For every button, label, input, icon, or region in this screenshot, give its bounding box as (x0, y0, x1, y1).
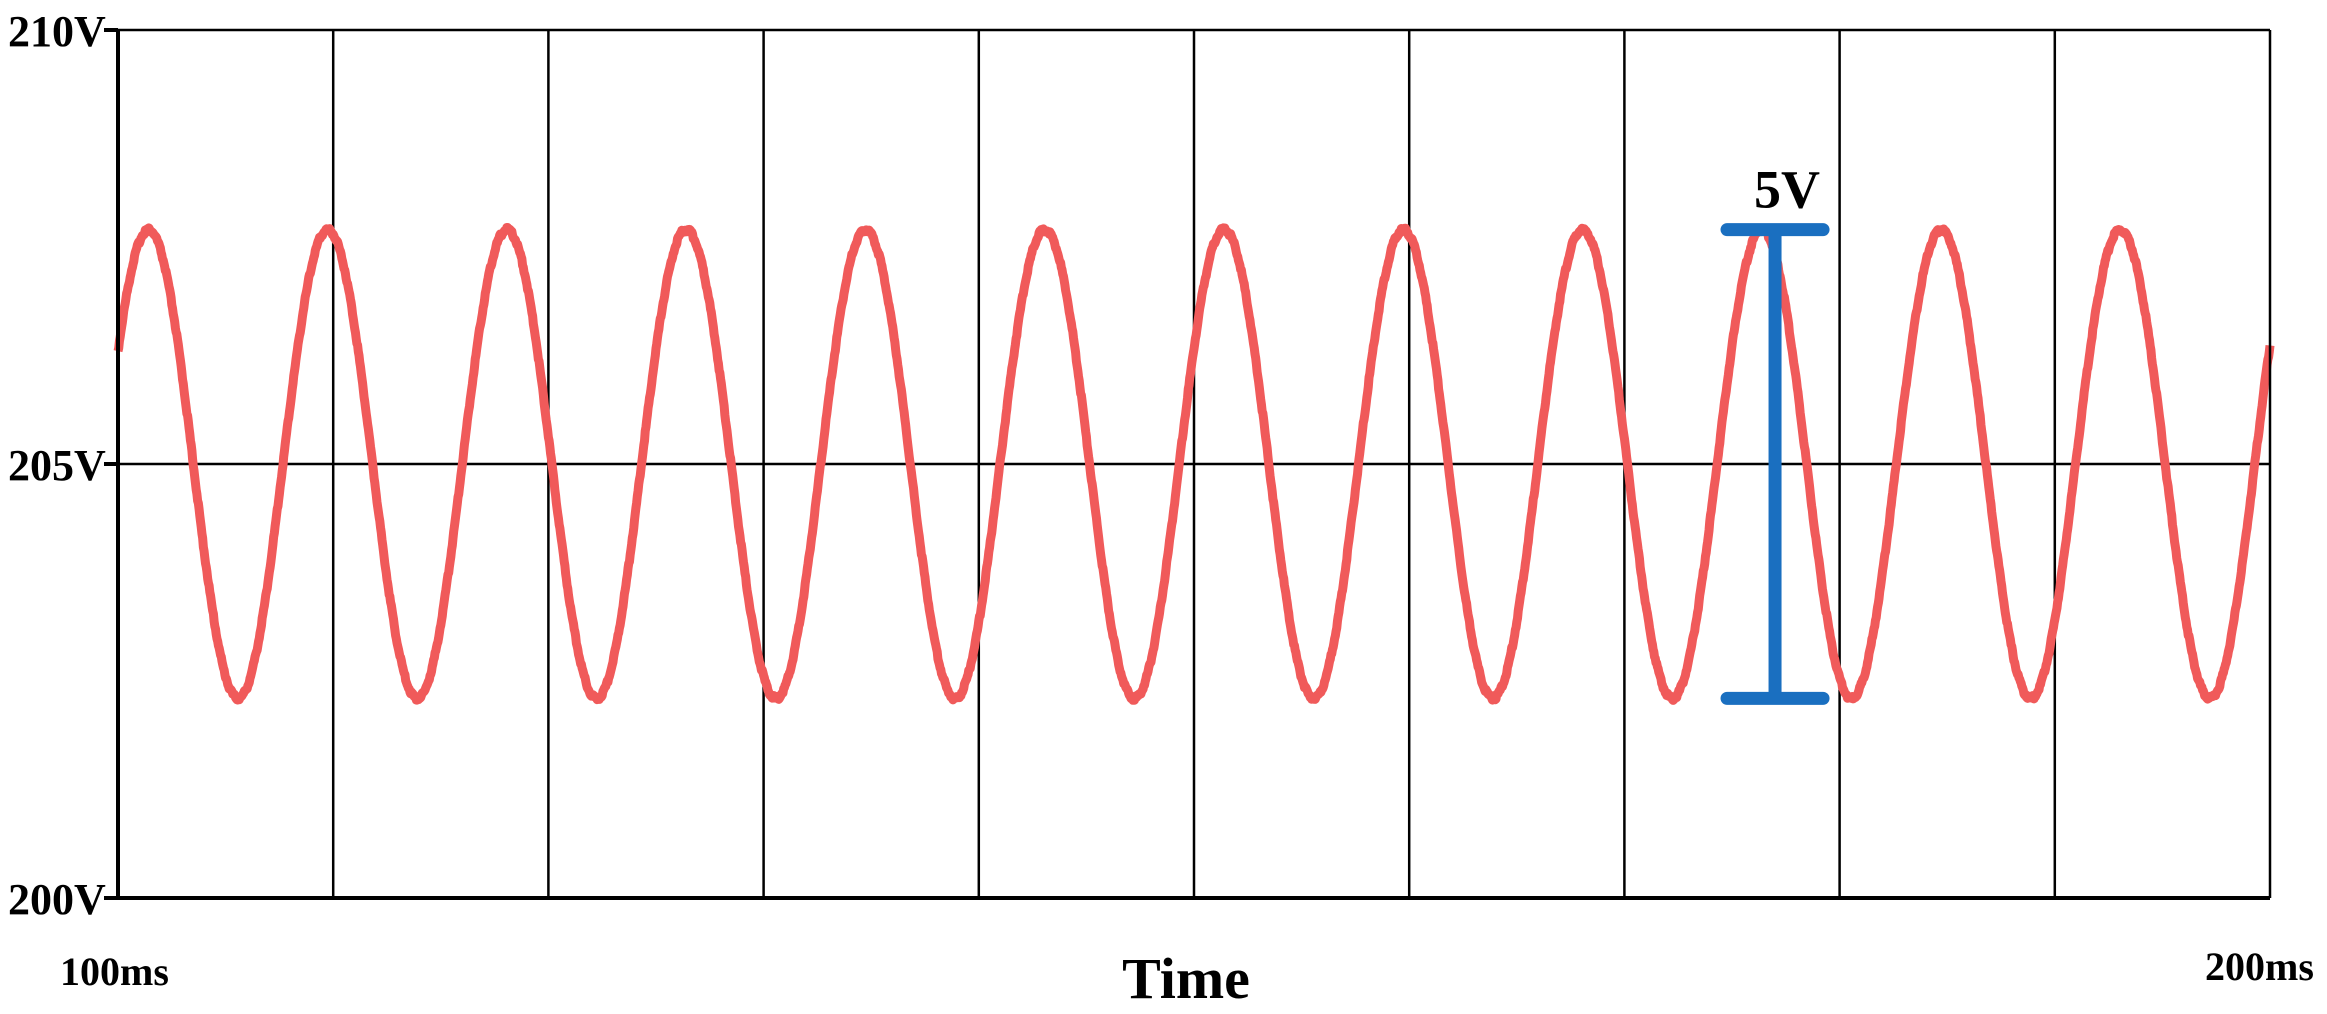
y-tick-label: 210V (8, 7, 106, 56)
y-tick-label: 205V (8, 441, 106, 490)
waveform-line (113, 222, 2275, 705)
amplitude-annotation: 5V (1720, 160, 1830, 705)
grid (118, 30, 2270, 898)
x-tick-labels: 100ms 200ms (60, 944, 2314, 994)
axes (104, 28, 2272, 900)
y-tick-label: 200V (8, 875, 106, 924)
y-tick-labels: 200V 205V 210V (8, 7, 106, 924)
x-tick-label: 100ms (60, 949, 169, 994)
x-tick-label: 200ms (2205, 944, 2314, 989)
annotation-label: 5V (1754, 160, 1820, 220)
x-axis-label: Time (1122, 946, 1250, 1011)
series-waveform (113, 222, 2275, 705)
